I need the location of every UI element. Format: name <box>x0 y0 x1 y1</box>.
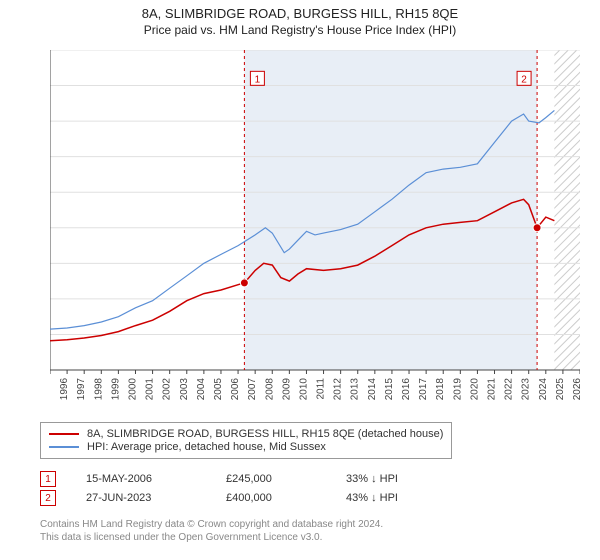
footer-text: Contains HM Land Registry data © Crown c… <box>40 518 383 544</box>
svg-text:1: 1 <box>255 74 261 85</box>
footer-line1: Contains HM Land Registry data © Crown c… <box>40 518 383 531</box>
svg-text:2011: 2011 <box>316 378 327 400</box>
title-block: 8A, SLIMBRIDGE ROAD, BURGESS HILL, RH15 … <box>0 0 600 37</box>
svg-text:2019: 2019 <box>452 378 463 401</box>
svg-text:1996: 1996 <box>59 378 70 401</box>
svg-text:2009: 2009 <box>281 378 292 401</box>
legend-swatch <box>49 433 79 435</box>
sale-marker-box: 1 <box>40 471 56 487</box>
sale-price: £400,000 <box>226 492 316 504</box>
svg-text:2025: 2025 <box>555 378 566 401</box>
svg-text:2001: 2001 <box>145 378 156 401</box>
svg-text:2012: 2012 <box>333 378 344 401</box>
sale-price: £245,000 <box>226 473 316 485</box>
svg-text:1998: 1998 <box>93 378 104 401</box>
svg-text:2003: 2003 <box>179 378 190 401</box>
svg-text:2005: 2005 <box>213 378 224 401</box>
svg-text:2014: 2014 <box>367 378 378 401</box>
svg-text:2015: 2015 <box>384 378 395 401</box>
svg-text:2013: 2013 <box>350 378 361 401</box>
footer-line2: This data is licensed under the Open Gov… <box>40 531 383 544</box>
legend-swatch <box>49 446 79 448</box>
chart-svg: £0£100K£200K£300K£400K£500K£600K£700K£80… <box>50 50 580 420</box>
chart-subtitle: Price paid vs. HM Land Registry's House … <box>0 23 600 37</box>
legend-box: 8A, SLIMBRIDGE ROAD, BURGESS HILL, RH15 … <box>40 422 452 459</box>
svg-text:2020: 2020 <box>469 378 480 401</box>
svg-text:2006: 2006 <box>230 378 241 401</box>
svg-text:2023: 2023 <box>521 378 532 401</box>
svg-text:1999: 1999 <box>110 378 121 401</box>
svg-text:1995: 1995 <box>50 378 53 401</box>
legend-row: HPI: Average price, detached house, Mid … <box>49 441 443 453</box>
sale-marker-box: 2 <box>40 490 56 506</box>
sale-diff: 43% ↓ HPI <box>346 492 398 504</box>
legend-label: HPI: Average price, detached house, Mid … <box>87 441 326 453</box>
legend-label: 8A, SLIMBRIDGE ROAD, BURGESS HILL, RH15 … <box>87 428 443 440</box>
svg-text:1997: 1997 <box>76 378 87 401</box>
svg-text:2022: 2022 <box>504 378 515 401</box>
svg-text:2000: 2000 <box>127 378 138 401</box>
svg-text:2007: 2007 <box>247 378 258 401</box>
sale-date: 27-JUN-2023 <box>86 492 196 504</box>
sale-row: 2 27-JUN-2023 £400,000 43% ↓ HPI <box>40 490 398 506</box>
chart-title: 8A, SLIMBRIDGE ROAD, BURGESS HILL, RH15 … <box>0 6 600 21</box>
svg-text:2026: 2026 <box>572 378 580 401</box>
sale-date: 15-MAY-2006 <box>86 473 196 485</box>
sales-table: 1 15-MAY-2006 £245,000 33% ↓ HPI 2 27-JUN-202… <box>40 468 398 509</box>
svg-text:2024: 2024 <box>538 378 549 401</box>
svg-text:2016: 2016 <box>401 378 412 401</box>
sale-row: 1 15-MAY-2006 £245,000 33% ↓ HPI <box>40 471 398 487</box>
svg-text:2018: 2018 <box>435 378 446 401</box>
svg-text:2: 2 <box>521 74 527 85</box>
svg-text:2017: 2017 <box>418 378 429 401</box>
svg-text:2010: 2010 <box>298 378 309 401</box>
sale-diff: 33% ↓ HPI <box>346 473 398 485</box>
svg-text:2008: 2008 <box>264 378 275 401</box>
chart-area: £0£100K£200K£300K£400K£500K£600K£700K£80… <box>50 50 580 390</box>
chart-container: 8A, SLIMBRIDGE ROAD, BURGESS HILL, RH15 … <box>0 0 600 560</box>
legend-row: 8A, SLIMBRIDGE ROAD, BURGESS HILL, RH15 … <box>49 428 443 440</box>
svg-text:2021: 2021 <box>487 378 498 401</box>
svg-text:2004: 2004 <box>196 378 207 401</box>
svg-text:2002: 2002 <box>162 378 173 401</box>
